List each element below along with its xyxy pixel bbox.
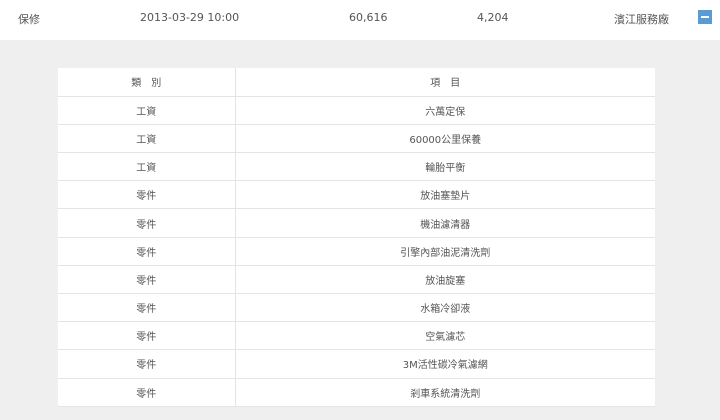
table-row: 工資 60000公里保養 <box>58 124 655 154</box>
table-row: 零件 3M活性碳冷氣濾網 <box>58 349 655 379</box>
table-row: 零件 機油濾清器 <box>58 208 655 238</box>
record-type: 保修 <box>18 13 40 26</box>
category-cell: 工資 <box>58 96 236 125</box>
item-cell: 六萬定保 <box>235 96 655 125</box>
category-cell: 零件 <box>58 265 236 295</box>
category-cell: 零件 <box>58 293 236 323</box>
item-cell: 放油旋塞 <box>235 265 655 295</box>
item-cell: 水箱冷卻液 <box>235 293 655 323</box>
table-row: 零件 放油塞墊片 <box>58 180 655 210</box>
item-cell: 機油濾清器 <box>235 208 655 238</box>
table-row: 零件 空氣濾芯 <box>58 321 655 351</box>
header-category: 類 別 <box>58 68 236 97</box>
category-cell: 工資 <box>58 152 236 182</box>
item-cell: 引擎內部油泥清洗劑 <box>235 237 655 266</box>
record-row: 保修 2013-03-29 10:00 60,616 4,204 濱江服務廠 <box>0 0 720 40</box>
item-cell: 剎車系統清洗劑 <box>235 378 655 407</box>
item-cell: 輪胎平衡 <box>235 152 655 182</box>
table-row: 零件 放油旋塞 <box>58 265 655 295</box>
category-cell: 零件 <box>58 237 236 266</box>
category-cell: 零件 <box>58 378 236 407</box>
item-cell: 空氣濾芯 <box>235 321 655 351</box>
detail-table: 類 別 項 目 工資 六萬定保 工資 60000公里保養 工資 輪胎平衡 零件 放油塞墊片 零件… <box>58 68 655 407</box>
category-cell: 零件 <box>58 321 236 351</box>
item-cell: 60000公里保養 <box>235 124 655 154</box>
table-row: 零件 引擎內部油泥清洗劑 <box>58 237 655 266</box>
table-row: 工資 六萬定保 <box>58 96 655 125</box>
table-header: 類 別 項 目 <box>58 68 655 97</box>
record-mileage: 60,616 <box>349 11 388 24</box>
header-item: 項 目 <box>235 68 655 97</box>
item-cell: 放油塞墊片 <box>235 180 655 210</box>
category-cell: 零件 <box>58 180 236 210</box>
collapse-button[interactable] <box>698 10 712 24</box>
table-row: 工資 輪胎平衡 <box>58 152 655 182</box>
category-cell: 零件 <box>58 208 236 238</box>
table-row: 零件 剎車系統清洗劑 <box>58 378 655 407</box>
record-amount: 4,204 <box>477 11 509 24</box>
record-shop: 濱江服務廠 <box>614 13 669 26</box>
record-datetime: 2013-03-29 10:00 <box>140 11 240 24</box>
category-cell: 工資 <box>58 124 236 154</box>
table-row: 零件 水箱冷卻液 <box>58 293 655 323</box>
item-cell: 3M活性碳冷氣濾網 <box>235 349 655 379</box>
category-cell: 零件 <box>58 349 236 379</box>
